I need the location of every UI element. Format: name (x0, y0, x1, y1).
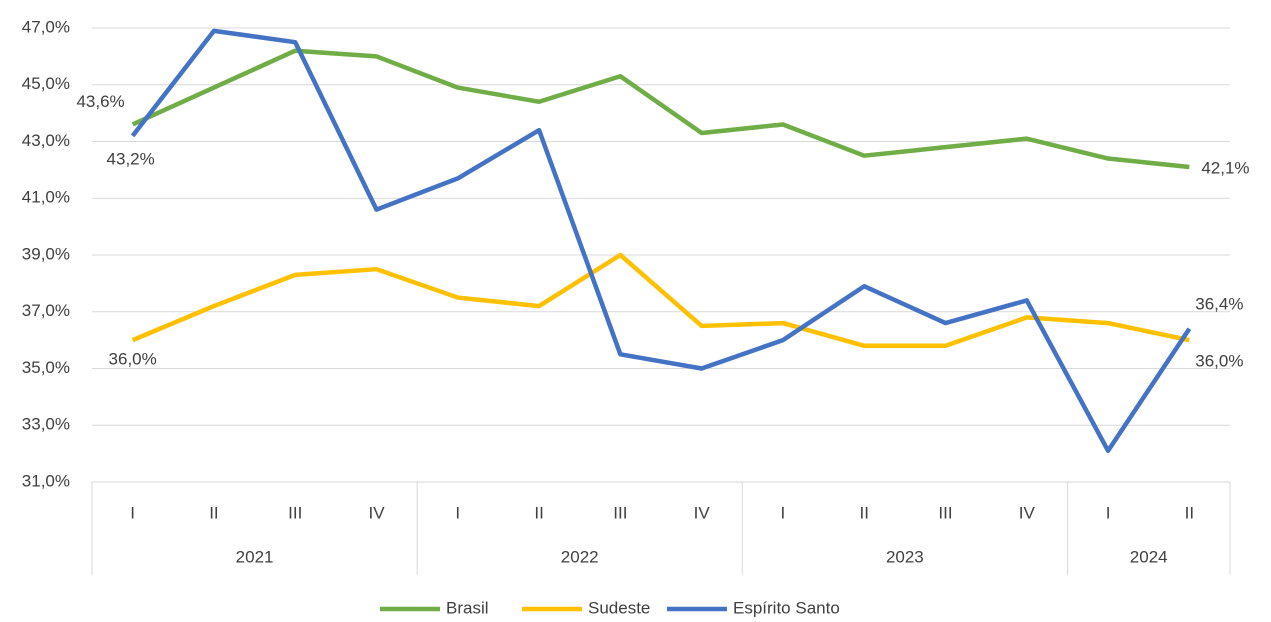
legend-label: Brasil (446, 598, 489, 617)
x-tick-label: II (209, 503, 218, 522)
y-tick-label: 47,0% (22, 17, 70, 36)
data-label: 36,0% (1195, 352, 1243, 371)
data-label: 43,6% (76, 92, 124, 111)
x-tick-label: II (859, 503, 868, 522)
y-tick-label: 33,0% (22, 415, 70, 434)
x-tick-label: I (1106, 503, 1111, 522)
x-tick-label: II (534, 503, 543, 522)
data-label: 43,2% (107, 149, 155, 168)
series-line (131, 48, 1190, 170)
x-tick-label: I (455, 503, 460, 522)
data-label: 36,0% (109, 350, 157, 369)
legend-label: Espírito Santo (733, 598, 840, 617)
x-group-label: 2022 (561, 547, 599, 566)
x-group-label: 2024 (1130, 547, 1168, 566)
x-tick-label: IV (368, 503, 385, 522)
x-tick-label: III (938, 503, 952, 522)
legend-label: Sudeste (588, 598, 650, 617)
y-tick-label: 37,0% (22, 301, 70, 320)
x-tick-label: I (781, 503, 786, 522)
data-label: 36,4% (1195, 294, 1243, 313)
x-group-label: 2021 (236, 547, 274, 566)
x-tick-label: I (130, 503, 135, 522)
x-tick-label: III (288, 503, 302, 522)
x-tick-label: II (1185, 503, 1194, 522)
series-line (131, 252, 1190, 349)
y-tick-label: 43,0% (22, 131, 70, 150)
y-tick-label: 39,0% (22, 244, 70, 263)
x-tick-label: III (613, 503, 627, 522)
y-tick-label: 31,0% (22, 471, 70, 490)
x-tick-label: IV (694, 503, 711, 522)
series-line (130, 28, 1192, 454)
y-tick-label: 35,0% (22, 358, 70, 377)
x-tick-label: IV (1019, 503, 1036, 522)
y-tick-label: 41,0% (22, 188, 70, 207)
y-tick-label: 45,0% (22, 74, 70, 93)
x-group-label: 2023 (886, 547, 924, 566)
data-label: 42,1% (1201, 159, 1249, 178)
